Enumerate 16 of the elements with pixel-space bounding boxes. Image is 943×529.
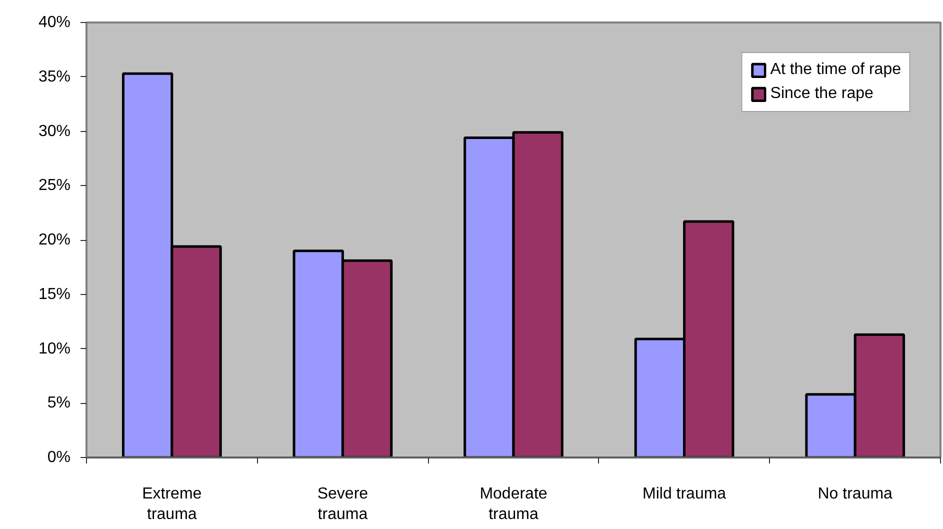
y-tick-label: 35% [38,68,71,86]
x-tick-label: Extreme trauma [142,486,202,523]
y-tick-label: 40% [38,14,71,31]
y-tick-label: 20% [38,232,71,248]
x-tick-label: No trauma [818,486,893,502]
x-tick-label: Moderate trauma [480,486,548,523]
legend-label: Since the rape [770,85,874,103]
y-tick-label: 5% [47,394,70,412]
x-tick-label: Severe trauma [317,486,368,523]
y-tick-label: 30% [38,122,71,140]
x-tick-label: Mild trauma [642,486,726,502]
y-tick-label: 10% [38,340,71,358]
y-tick-label: 0% [47,449,70,466]
y-tick-label: 25% [38,177,71,194]
y-tick-label: 15% [38,286,71,303]
legend-label: At the time of rape [770,61,901,79]
